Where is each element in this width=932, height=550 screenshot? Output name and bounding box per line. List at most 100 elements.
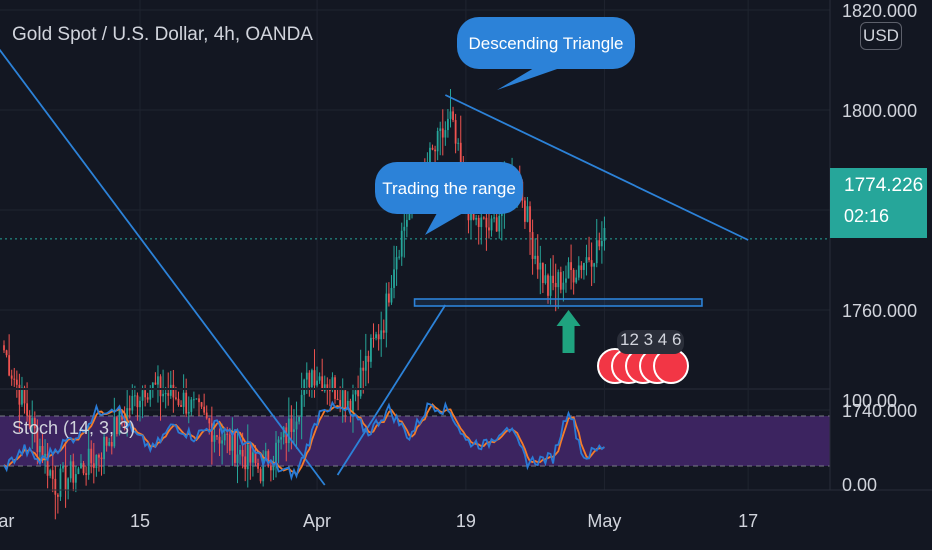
callout-text: Trading the range	[382, 179, 516, 198]
currency-button[interactable]: USD	[860, 22, 902, 50]
bull-candle	[67, 478, 70, 490]
bull-candle	[59, 468, 62, 497]
range-support-rectangle[interactable]	[413, 298, 703, 307]
bear-candle	[267, 451, 270, 467]
bull-candle	[600, 240, 603, 247]
bull-candle	[190, 399, 193, 412]
bear-candle	[210, 423, 213, 442]
stoch-indicator-label[interactable]: Stoch (14, 3, 3)	[12, 418, 136, 438]
trendline-long-downtrend[interactable]	[0, 35, 326, 486]
bear-candle	[205, 412, 208, 419]
time-tick-label: 15	[130, 511, 150, 531]
bear-candle	[377, 334, 380, 340]
bear-candle	[344, 390, 347, 409]
callout-trading-the-range[interactable]: Trading the range	[375, 162, 523, 235]
time-tick-label: May	[587, 511, 621, 531]
bear-candle	[56, 494, 59, 497]
trendline-triangle-upper[interactable]	[444, 94, 749, 241]
bear-candle	[23, 387, 26, 404]
bear-candle	[200, 402, 203, 407]
bull-candle	[252, 452, 254, 463]
bear-candle	[154, 382, 157, 385]
bear-candle	[559, 272, 562, 290]
bear-candle	[328, 390, 331, 392]
bear-candle	[51, 470, 54, 479]
bear-candle	[72, 461, 75, 483]
us-flag-icon	[653, 348, 689, 384]
bear-candle	[372, 337, 375, 339]
callout-tail	[497, 68, 560, 90]
bull-candle	[118, 410, 121, 435]
bear-candle	[46, 453, 49, 476]
bull-candle	[475, 217, 478, 220]
bear-candle	[110, 441, 113, 447]
bear-candle	[431, 147, 434, 150]
bear-candle	[218, 436, 221, 444]
bear-candle	[254, 452, 257, 464]
bull-candle	[139, 400, 141, 408]
bull-candle	[182, 392, 185, 407]
price-tick-label: 1820.000	[842, 1, 917, 21]
bear-candle	[3, 345, 5, 351]
bull-candle	[331, 377, 334, 391]
bear-candle	[367, 355, 370, 362]
bear-candle	[459, 142, 462, 166]
bear-candle	[234, 432, 236, 463]
overbought-oversold-band	[0, 416, 830, 466]
bear-candle	[454, 120, 457, 144]
trendline-rising-support[interactable]	[336, 304, 447, 476]
bear-candle	[18, 384, 21, 405]
bear-candle	[8, 355, 11, 376]
bear-candle	[64, 465, 67, 490]
bull-candle	[293, 429, 295, 432]
bear-candle	[308, 372, 311, 388]
bear-candle	[269, 466, 272, 471]
bear-candle	[290, 418, 293, 432]
bear-candle	[185, 392, 188, 414]
arrow-up-icon[interactable]	[556, 310, 581, 353]
bull-candle	[231, 432, 234, 451]
bull-candle	[272, 462, 275, 471]
bear-candle	[349, 400, 352, 412]
bear-candle	[552, 275, 555, 284]
bull-candle	[262, 457, 265, 482]
bull-candle	[395, 257, 398, 270]
bull-candle	[141, 390, 144, 401]
bull-candle	[539, 262, 542, 270]
bear-candle	[13, 378, 16, 380]
bull-candle	[583, 262, 585, 270]
bear-candle	[146, 397, 149, 400]
drawings[interactable]: Descending Triangle Trading the range	[0, 17, 830, 486]
bear-candle	[529, 206, 531, 233]
bull-candle	[69, 461, 72, 479]
bull-candle	[169, 384, 172, 396]
bear-candle	[339, 400, 342, 407]
stoch-lines	[3, 400, 605, 481]
bear-candle	[15, 379, 18, 385]
bull-candle	[80, 463, 82, 469]
bear-candle	[357, 390, 360, 397]
bull-candle	[77, 468, 80, 475]
bull-candle	[280, 437, 283, 440]
bear-candle	[482, 217, 485, 219]
bull-candle	[277, 439, 280, 443]
bull-candle	[282, 427, 285, 438]
bull-candle	[239, 449, 241, 455]
bear-candle	[90, 448, 93, 464]
bull-candle	[133, 395, 136, 397]
bear-candle	[228, 434, 231, 451]
economic-events-marker[interactable]: 12 3 4 6	[597, 330, 693, 386]
bull-candle	[103, 436, 105, 460]
bear-candle	[159, 376, 162, 397]
bull-candle	[346, 400, 349, 409]
bear-candle	[523, 200, 526, 222]
bull-candle	[213, 435, 216, 442]
bar-countdown: 02:16	[844, 206, 890, 226]
callout-descending-triangle[interactable]: Descending Triangle	[457, 17, 635, 90]
bear-candle	[105, 436, 108, 446]
bear-candle	[98, 454, 100, 458]
bear-candle	[198, 398, 200, 403]
bull-candle	[444, 130, 447, 138]
price-tick-label: 1760.000	[842, 301, 917, 321]
